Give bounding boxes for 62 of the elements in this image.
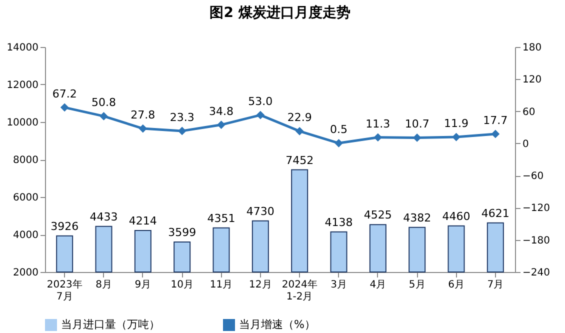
data-label: 11.3 <box>366 117 390 130</box>
x-tick-label: 2024年 1-2月 <box>282 278 318 302</box>
data-label: 17.7 <box>483 114 508 127</box>
data-label: 4351 <box>207 212 236 225</box>
x-tick-label: 3月 <box>330 280 347 290</box>
data-label: 10.7 <box>404 118 430 131</box>
x-tick-label: 4月 <box>370 280 386 290</box>
y-tick-label: 10000 <box>6 118 38 128</box>
y-tick-label: 6000 <box>13 192 38 204</box>
data-label: 23.3 <box>170 110 194 124</box>
x-tick-label: 8月 <box>96 280 112 290</box>
data-label: 27.8 <box>130 108 156 122</box>
y2-tick-label: −180 <box>522 235 550 246</box>
y-tick-label: 4000 <box>13 230 38 241</box>
data-label: 67.2 <box>52 87 77 100</box>
y-tick-label: 8000 <box>13 155 38 166</box>
x-tick-label: 11月 <box>210 280 233 290</box>
x-tick-label: 7月 <box>487 280 504 290</box>
x-tick-label: 12月 <box>249 280 272 290</box>
data-label: 4138 <box>324 216 353 229</box>
data-label: 4433 <box>90 210 118 224</box>
point <box>217 120 226 129</box>
x-tick-label: 9月 <box>134 280 152 290</box>
y2-tick-label: 120 <box>522 74 542 86</box>
data-label: 4525 <box>364 208 392 222</box>
data-label: 4214 <box>128 214 157 228</box>
data-label: 0.5 <box>330 123 348 136</box>
point <box>491 130 500 138</box>
data-label: 50.8 <box>92 96 116 110</box>
data-label: 3599 <box>168 226 196 240</box>
y2-tick-label: −240 <box>522 268 550 278</box>
point <box>295 126 304 136</box>
point <box>334 138 343 148</box>
point <box>452 132 460 142</box>
data-label: 4730 <box>246 204 274 218</box>
legend-label: 当月进口量（万吨） <box>61 318 160 331</box>
point <box>60 103 69 112</box>
y2-tick-label: −60 <box>522 171 544 182</box>
data-label: 3926 <box>50 220 79 233</box>
x-tick-label: 2023年 7月 <box>46 278 82 302</box>
y2-tick-label: 60 <box>522 106 536 118</box>
y2-tick-label: 0 <box>522 138 529 150</box>
x-tick-label: 10月 <box>170 280 194 290</box>
data-label: 22.9 <box>287 111 312 124</box>
legend-label: 当月增速（%） <box>239 318 316 331</box>
y-tick-label: 2000 <box>13 268 38 278</box>
y2-tick-label: −120 <box>522 203 550 214</box>
data-label: 11.9 <box>444 117 468 130</box>
data-label: 7452 <box>286 154 314 167</box>
data-label: 4382 <box>403 211 432 224</box>
x-tick-label: 6月 <box>448 280 464 290</box>
data-label: 4621 <box>481 206 510 220</box>
point <box>100 112 108 120</box>
y-tick-label: 14000 <box>6 42 38 54</box>
chart-title: 图2 煤炭进口月度走势 <box>210 4 350 21</box>
x-tick-label: 5月 <box>408 280 426 290</box>
y2-tick-label: 180 <box>522 42 542 54</box>
data-label: 34.8 <box>209 104 234 118</box>
data-label: 53.0 <box>248 95 273 108</box>
point <box>256 110 265 120</box>
data-label: 4460 <box>442 210 470 223</box>
y-tick-label: 12000 <box>6 80 38 91</box>
